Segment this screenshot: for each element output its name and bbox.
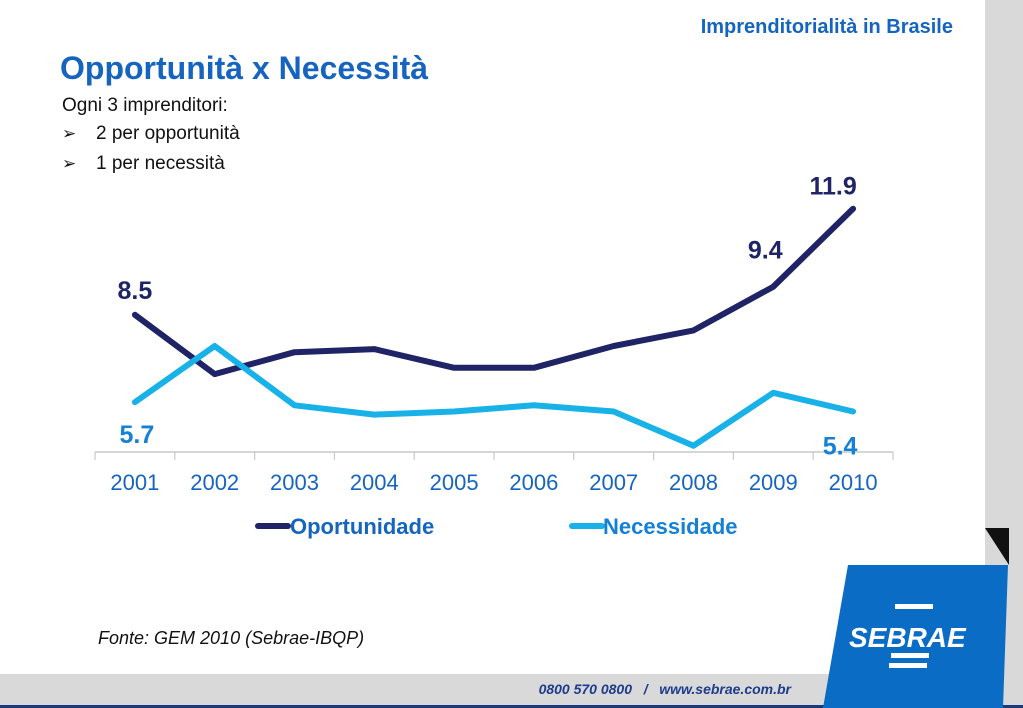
website-link[interactable]: www.sebrae.com.br <box>659 681 791 697</box>
legend-label: Necessidade <box>603 514 738 539</box>
source-note: Fonte: GEM 2010 (Sebrae-IBQP) <box>98 628 365 648</box>
x-tick-label: 2004 <box>350 470 399 495</box>
x-tick-label: 2010 <box>829 470 878 495</box>
section-title: Imprenditorialità in Brasile <box>700 16 953 38</box>
logo-stripe <box>891 653 929 658</box>
x-tick-label: 2005 <box>430 470 479 495</box>
logo-blue-shape <box>823 565 1008 708</box>
x-tick-label: 2001 <box>110 470 159 495</box>
line-chart: 2001 2002 2003 2004 2005 2006 2007 2008 2009 2010… <box>94 173 894 539</box>
intro-text: Ogni 3 imprenditori: <box>62 95 228 116</box>
x-tick-label: 2003 <box>270 470 319 495</box>
slide-title: Opportunità x Necessità <box>60 50 429 86</box>
logo-text: SEBRAE <box>849 622 966 653</box>
logo-black-triangle <box>985 528 1009 565</box>
phone-number: 0800 570 0800 <box>538 681 633 697</box>
series-line-oportunidade <box>131 205 857 378</box>
data-label: 11.9 <box>809 173 856 201</box>
bullet-item: ➢ 2 per opportunità <box>62 123 240 145</box>
x-tick-label: 2008 <box>669 470 718 495</box>
bullet-text: 2 per opportunità <box>96 123 240 144</box>
footer-line <box>0 705 1023 708</box>
data-label: 9.4 <box>748 237 783 265</box>
bullet-item: ➢ 1 per necessità <box>62 153 225 175</box>
footer-contact: 0800 570 0800 / www.sebrae.com.br <box>539 681 791 697</box>
logo-stripe <box>895 604 933 609</box>
arrow-bullet-icon: ➢ <box>62 154 77 173</box>
logo-stripe <box>889 663 927 668</box>
arrow-bullet-icon: ➢ <box>62 124 77 143</box>
sebrae-logo <box>823 528 1009 708</box>
x-tick-label: 2009 <box>749 470 798 495</box>
contact-separator: / <box>643 681 648 697</box>
series-line-necessidade <box>131 343 857 449</box>
data-label: 5.4 <box>823 433 858 461</box>
data-label: 5.7 <box>120 421 155 449</box>
x-tick-label: 2006 <box>509 470 558 495</box>
bullet-text: 1 per necessità <box>96 153 225 174</box>
legend-label: Oportunidade <box>290 514 434 539</box>
data-label: 8.5 <box>118 277 153 305</box>
x-tick-label: 2002 <box>190 470 239 495</box>
x-tick-label: 2007 <box>589 470 638 495</box>
